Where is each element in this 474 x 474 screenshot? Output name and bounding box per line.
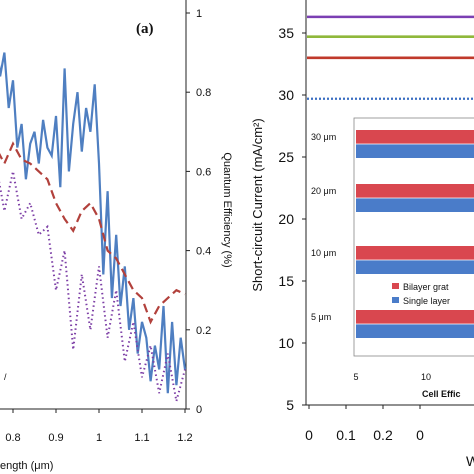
inset-bar-single <box>356 324 474 338</box>
right-x-tick-label: 0 <box>305 427 313 443</box>
left-y-tick-label: 0.8 <box>196 87 211 99</box>
right-y-tick-label: 15 <box>278 273 294 289</box>
panel-label: (a) <box>136 21 154 37</box>
inset-bar-single <box>356 198 474 212</box>
inset-bar-bilayer <box>356 130 474 144</box>
inset-bars <box>356 130 474 338</box>
inset-category-label: 5 μm <box>311 312 331 322</box>
inset-legend: Bilayer grat Single layer <box>392 282 450 306</box>
left-x-tick-label: 0.8 <box>5 432 20 444</box>
inset-category-labels: 30 μm 20 μm 10 μm 5 μm <box>311 132 336 322</box>
legend-label-bilayer: Bilayer grat <box>403 282 449 292</box>
inset-x-ticks: 5 10 <box>353 372 431 382</box>
inset-bar-bilayer <box>356 310 474 324</box>
inset-category-label: 30 μm <box>311 132 336 142</box>
right-y-tick-label: 5 <box>286 397 294 413</box>
left-y-tick-label: 1 <box>196 8 202 20</box>
right-y-tick-label: 25 <box>278 149 294 165</box>
right-x-ticks: 0 0.1 0.2 0 <box>305 405 424 443</box>
legend-swatch-single <box>392 297 399 303</box>
left-corner-text: / <box>4 372 7 382</box>
inset-bar-bilayer <box>356 184 474 198</box>
left-y-ticks: 0 0.2 0.4 0.6 0.8 1 <box>186 8 211 416</box>
left-panel: 0.8 0.9 1 1.1 1.2 0 0.2 0.4 0.6 0.8 1 (a) ength (… <box>0 0 233 472</box>
left-x-tick-label: 0.9 <box>48 432 63 444</box>
left-x-ticks: 0.8 0.9 1 1.1 1.2 <box>5 409 193 444</box>
right-y-tick-label: 35 <box>278 25 294 41</box>
inset-category-label: 10 μm <box>311 248 336 258</box>
left-y-tick-label: 0 <box>196 404 202 416</box>
left-x-tick-label: 1.2 <box>177 432 192 444</box>
left-series-group <box>0 52 187 402</box>
inset-x-tick-label: 10 <box>421 372 431 382</box>
right-x-tick-label: 0.2 <box>373 427 393 443</box>
inset-bar-bilayer <box>356 246 474 260</box>
inset-bar-single <box>356 144 474 158</box>
inset-x-tick-label: 5 <box>353 372 358 382</box>
left-x-tick-label: 1.1 <box>134 432 149 444</box>
right-y-tick-label: 10 <box>278 335 294 351</box>
right-series-group <box>307 15 474 100</box>
left-series-line-blue <box>0 52 187 394</box>
right-x-axis-label: W <box>466 453 474 469</box>
left-x-tick-label: 1 <box>96 432 102 444</box>
right-y-ticks: 5 10 15 20 25 30 35 <box>278 25 306 413</box>
left-x-axis-label: ength (μm) <box>0 460 53 472</box>
left-y-tick-label: 0.6 <box>196 166 211 178</box>
left-y-tick-label: 0.4 <box>196 246 211 258</box>
right-x-tick-label: 0 <box>416 427 424 443</box>
inset-bar-chart: 30 μm 20 μm 10 μm 5 μm 5 10 Cell Effic Bilay… <box>311 117 474 399</box>
inset-category-label: 20 μm <box>311 186 336 196</box>
right-y-tick-label: 30 <box>278 87 294 103</box>
legend-swatch-bilayer <box>392 283 399 289</box>
right-y-tick-label: 20 <box>278 211 294 227</box>
legend-label-single: Single layer <box>403 296 450 306</box>
left-right-axis-label: Quantum Efficiency (%) <box>221 152 233 267</box>
right-x-tick-label: 0.1 <box>336 427 356 443</box>
inset-bar-single <box>356 260 474 274</box>
inset-x-axis-label: Cell Effic <box>422 389 461 399</box>
right-y-axis-label: Short-circuit Current (mA/cm²) <box>250 118 265 291</box>
left-series-line-red <box>0 141 186 325</box>
right-panel: 0 0.1 0.2 0 5 10 15 20 25 30 35 Short-circuit Cur… <box>250 0 474 469</box>
left-y-tick-label: 0.2 <box>196 325 211 337</box>
